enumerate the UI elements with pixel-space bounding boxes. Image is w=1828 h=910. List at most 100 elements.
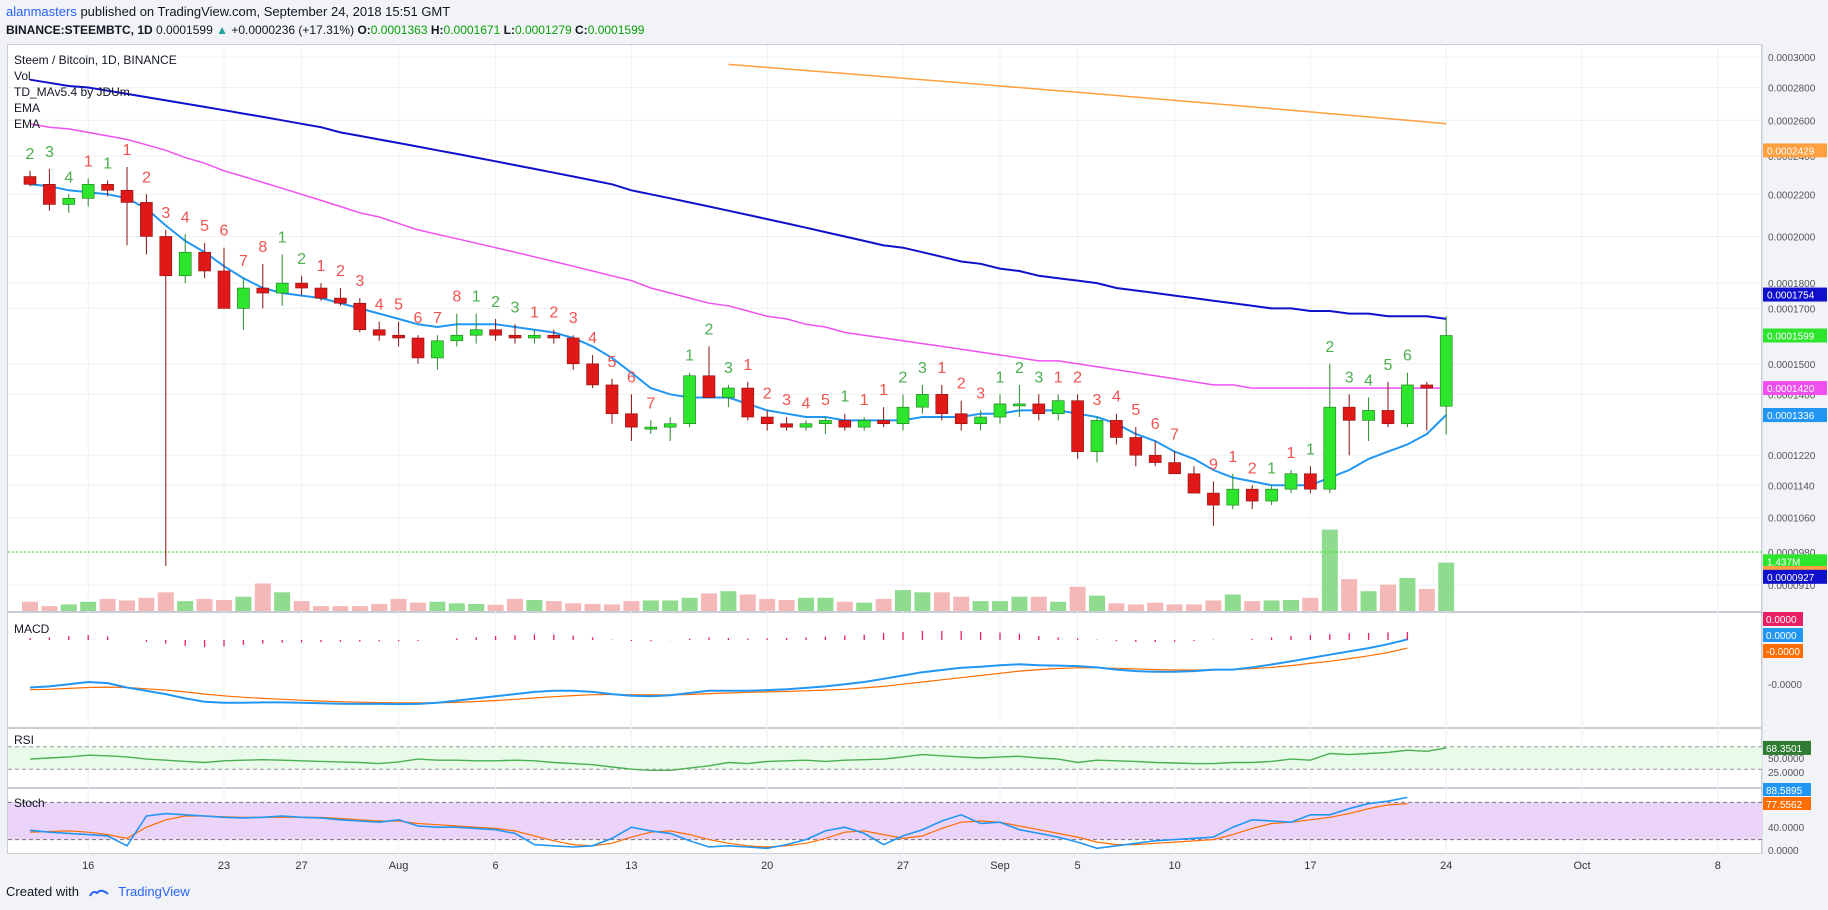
candle-body	[1362, 410, 1375, 421]
price-badge	[1763, 408, 1827, 423]
volume-bar	[1380, 584, 1396, 611]
author-link[interactable]: alanmasters	[6, 4, 77, 19]
candle-body	[217, 270, 231, 309]
price-badge	[1763, 554, 1827, 569]
td-count-label: 4	[1364, 373, 1373, 390]
td-count-label: 2	[1248, 460, 1257, 477]
candle-body	[392, 334, 405, 339]
candle-body	[81, 184, 95, 199]
volume-bar	[60, 604, 77, 611]
legend-item-ema-1: EMA	[14, 101, 41, 115]
candle-body	[1110, 420, 1123, 438]
price-tick-label: 0.0000910	[1768, 581, 1816, 592]
candle-body	[663, 423, 677, 428]
td-count-label: 1	[472, 289, 481, 306]
ema-short-line	[29, 183, 1447, 487]
candle-body	[469, 329, 483, 336]
rsi-tick-label: 50.0000	[1768, 754, 1805, 765]
td-count-label: 3	[976, 385, 985, 402]
price-change: +0.0000236 (+17.31%)	[231, 23, 355, 37]
candle-body	[450, 334, 464, 342]
macd-line	[29, 638, 1408, 706]
x-tick-label: 10	[1168, 860, 1180, 872]
td-count-label: 2	[763, 385, 772, 402]
low-value: 0.0001279	[514, 23, 572, 37]
open-value: 0.0001363	[370, 23, 428, 37]
candle-body	[101, 184, 114, 191]
td-count-label: 2	[142, 169, 151, 186]
td-count-label: 3	[569, 310, 578, 327]
td-count-label: 1	[1054, 369, 1063, 386]
td-count-label: 2	[1073, 369, 1082, 386]
volume-bar	[1030, 596, 1047, 611]
td-count-label: 4	[64, 169, 73, 186]
candle-body	[974, 416, 987, 425]
volume-bar	[1418, 589, 1435, 611]
candle-body	[1420, 384, 1434, 389]
stoch-k-line	[29, 796, 1408, 850]
volume-bar	[507, 598, 523, 611]
volume-bar	[332, 606, 349, 611]
price-badge-label: 0.0002429	[1767, 146, 1815, 157]
price-tick-label: 0.0002200	[1768, 190, 1816, 201]
candle-body	[722, 387, 735, 398]
stoch-badge	[1763, 797, 1811, 810]
price-tick-label: 0.0001060	[1768, 513, 1816, 524]
td-count-label: 6	[220, 223, 229, 240]
footer-brand[interactable]: TradingView	[118, 884, 190, 899]
candle-body	[1265, 488, 1278, 502]
td-count-label: 1	[1228, 449, 1237, 466]
x-tick-label: 24	[1440, 860, 1452, 872]
volume-bar	[196, 598, 213, 611]
td-count-label: 4	[1112, 389, 1121, 406]
volume-bar	[274, 592, 291, 611]
candle-body	[566, 337, 580, 365]
td-count-label: 2	[899, 369, 908, 386]
candle-body	[1148, 454, 1162, 463]
macd-badge-label: 0.0000	[1766, 631, 1797, 642]
td-count-label: 3	[45, 144, 54, 161]
candle-body	[1168, 462, 1181, 475]
volume-bar	[99, 598, 116, 611]
candle-body	[896, 406, 910, 425]
td-count-label: 1	[937, 360, 946, 377]
x-tick-label: 8	[1715, 860, 1721, 872]
td-count-label: 2	[1015, 360, 1024, 377]
volume-bar	[759, 598, 776, 611]
td-count-label: 4	[588, 330, 597, 347]
open-label: O:	[357, 23, 371, 37]
candle-body	[1071, 400, 1084, 452]
volume-bar	[351, 606, 368, 611]
td-count-label: 3	[161, 205, 170, 222]
volume-bar	[41, 606, 58, 611]
volume-bar	[1438, 562, 1455, 611]
volume-bar	[410, 602, 426, 611]
volume-bar	[1186, 604, 1202, 611]
candle-body	[1245, 488, 1259, 502]
candle-body	[625, 413, 638, 428]
close-label: C:	[575, 23, 588, 37]
volume-bar	[1089, 595, 1105, 611]
stoch-tick-label: 0.0000	[1768, 846, 1799, 857]
candle-body	[431, 340, 444, 359]
td-count-label: 3	[1034, 369, 1043, 386]
publish-line: alanmasters published on TradingView.com…	[6, 4, 644, 20]
td-count-label: 3	[724, 360, 733, 377]
td-count-label: 5	[394, 297, 403, 314]
volume-bar	[953, 596, 970, 611]
price-tick-label: 0.0002600	[1768, 116, 1816, 127]
candle-body	[353, 302, 367, 331]
x-tick-label: Oct	[1573, 860, 1590, 872]
price-tick-label: 0.0001800	[1768, 279, 1816, 290]
td-count-label: 1	[685, 348, 694, 365]
td-count-label: 4	[181, 209, 190, 226]
td-count-label: 2	[549, 305, 558, 322]
td-count-label: 1	[840, 389, 849, 406]
macd-panel[interactable]	[7, 612, 1762, 728]
candle-body	[23, 176, 37, 185]
price-tick-label: 0.0000980	[1768, 548, 1816, 559]
price-tick-label: 0.0001220	[1768, 451, 1816, 462]
x-tick-label: 27	[897, 860, 909, 872]
last-price: 0.0001599	[156, 23, 213, 37]
